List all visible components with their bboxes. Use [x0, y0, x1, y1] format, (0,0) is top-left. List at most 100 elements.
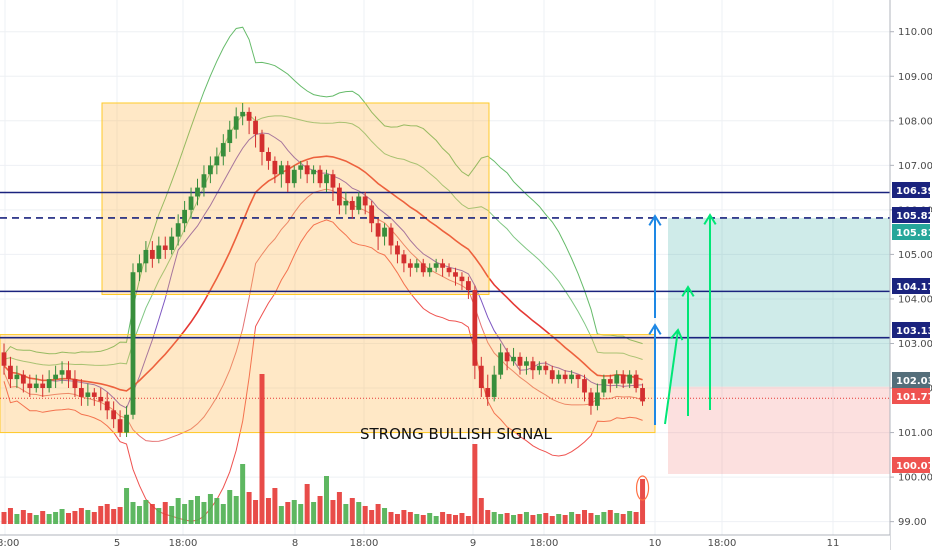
candle-body: [79, 388, 84, 397]
candle-body: [607, 379, 613, 384]
candle-body: [240, 111, 246, 117]
volume-bar: [343, 504, 349, 524]
price-tick-label: 101.00: [898, 428, 932, 439]
volume-bar: [336, 492, 342, 524]
candle-body: [595, 392, 600, 406]
time-tick-label: 18:00: [350, 538, 379, 549]
candle-body: [175, 223, 181, 237]
green-arrow-3-head: [703, 213, 717, 225]
volume-bar: [594, 515, 600, 524]
volume-bar: [53, 512, 59, 524]
candle-body: [337, 187, 342, 206]
candle-body: [453, 272, 458, 277]
price-tick-label: 105.00: [898, 250, 932, 261]
candle-body: [472, 290, 478, 366]
candle-body: [511, 356, 516, 362]
volume-bar: [465, 516, 471, 524]
candle-body: [169, 236, 175, 250]
candle-body: [311, 169, 316, 175]
volume-bar: [601, 512, 607, 524]
volume-bar: [233, 496, 239, 524]
blue-arrow-upper-head: [648, 214, 662, 226]
candle-body: [440, 263, 445, 268]
price-label-box: [892, 278, 930, 294]
volume-bar: [20, 510, 26, 524]
candle-body: [137, 263, 142, 273]
price-tick-label: 99.00: [898, 517, 927, 528]
candle-body: [27, 383, 33, 389]
candle-body: [375, 223, 381, 237]
volume-bar: [182, 504, 188, 524]
volume-bar: [66, 513, 71, 524]
long-position-tool: [0, 217, 890, 474]
volume-bar: [104, 504, 110, 524]
price-label-box: [892, 388, 930, 404]
candle-body: [259, 134, 265, 152]
annotation-arrows: [648, 213, 717, 425]
price-tick-label: 110.00: [898, 27, 932, 38]
candle-body: [356, 196, 362, 210]
volume-bar: [388, 512, 394, 524]
volume-bar: [349, 498, 355, 524]
volume-bar: [72, 511, 78, 524]
candle-body: [188, 196, 194, 210]
volume-bar: [375, 504, 381, 524]
price-tick-label: 100.00: [898, 473, 932, 484]
candle-body: [427, 267, 433, 273]
volume-bar: [511, 515, 517, 524]
candle-body: [530, 361, 536, 371]
volume-bar: [253, 500, 259, 524]
candle-body: [272, 160, 278, 175]
volume-bar: [478, 498, 484, 524]
upper-band-inner: [3, 114, 643, 366]
volume-bar: [394, 514, 400, 524]
candle-body: [156, 245, 162, 259]
candle-body: [117, 419, 123, 433]
candle-body: [33, 383, 39, 389]
volume-bar: [227, 490, 233, 524]
volume-bar: [143, 500, 149, 524]
volume-bar: [614, 513, 620, 524]
volume-bar: [543, 513, 549, 524]
time-tick-label: 10: [649, 538, 662, 549]
volume-bar: [330, 500, 336, 524]
volume-bar: [420, 515, 426, 524]
price-tick-label: 103.00: [898, 339, 932, 350]
volume-bar: [356, 502, 362, 524]
candle-body: [614, 374, 620, 384]
candle-body: [85, 392, 91, 397]
volume-bar: [298, 504, 304, 524]
candle-body: [588, 392, 594, 406]
volume-bar: [124, 488, 130, 524]
candle-body: [407, 263, 413, 268]
volume-bar: [433, 516, 439, 524]
green-arrow-1-shaft: [664, 329, 679, 425]
volume-bar: [588, 513, 594, 524]
volume-bar: [472, 444, 478, 524]
stop-zone: [668, 386, 890, 474]
volume-bar: [214, 498, 220, 524]
signal-annotation: STRONG BULLISH SIGNAL: [360, 425, 553, 443]
volume-bar: [517, 514, 523, 524]
candle-body: [414, 263, 420, 268]
volume-bar: [149, 504, 155, 524]
volume-bar: [111, 509, 117, 524]
price-label-text: 106.39: [896, 186, 932, 197]
volume-bar: [362, 506, 368, 524]
candle-body: [633, 374, 639, 389]
price-label-box: [892, 322, 930, 338]
candle-body: [195, 187, 200, 197]
candle-body: [59, 370, 65, 375]
candle-body: [549, 370, 555, 380]
green-arrow-2-head: [681, 285, 695, 297]
candle-body: [349, 200, 355, 210]
candle-body: [582, 379, 587, 393]
volume-bar: [220, 504, 226, 524]
candle-body: [504, 352, 510, 362]
orange-zone: [101, 102, 490, 295]
candle-body: [104, 401, 110, 411]
green-arrow-1-head: [670, 328, 684, 341]
time-axis: 18:00 5 18:00 8 18:00 9 18:00 10 18:00 11: [0, 534, 890, 550]
